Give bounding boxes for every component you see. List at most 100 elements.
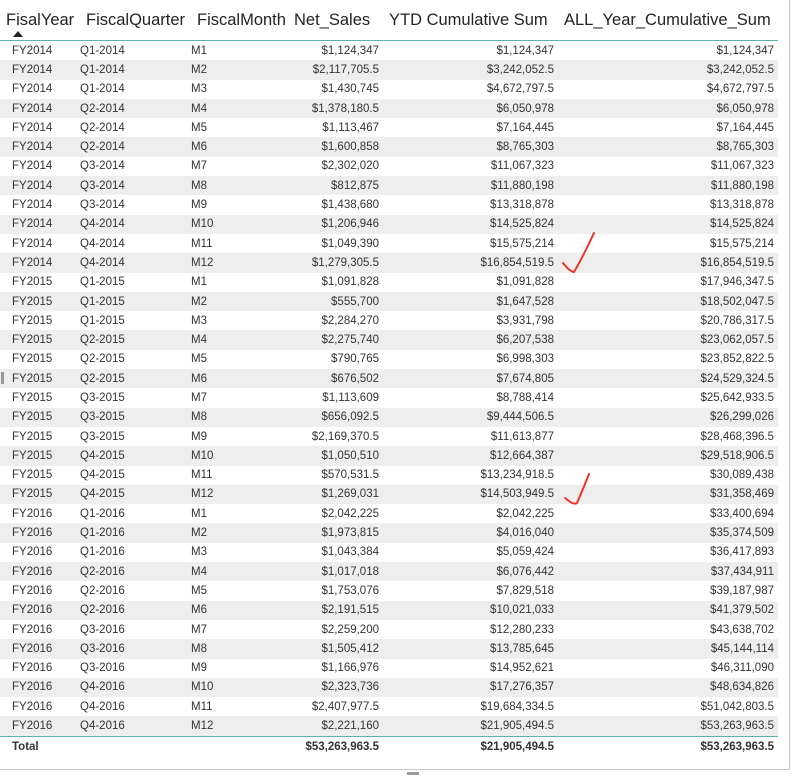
cell-all-year-cumulative-sum: $45,144,114	[558, 639, 778, 659]
cell-fiscal-month: M5	[191, 581, 288, 601]
cell-ytd-cumulative-sum: $12,280,233	[383, 619, 558, 640]
cell-fiscal-month: M3	[191, 311, 288, 331]
table-row: FY2016 Q1-2016 M3 $1,043,384 $5,059,424 $36,4…	[0, 542, 778, 563]
cell-net-sales: $1,430,745	[288, 79, 383, 99]
cell-ytd-cumulative-sum: $14,525,824	[383, 214, 558, 234]
table-row: FY2015 Q1-2015 M1 $1,091,828 $1,091,828 $17,9…	[0, 272, 778, 292]
cell-net-sales: $1,378,180.5	[288, 98, 383, 119]
cell-fiscal-year: FY2015	[0, 446, 80, 466]
cell-net-sales: $1,206,946	[288, 214, 383, 234]
cell-fiscal-quarter: Q2-2014	[80, 118, 191, 138]
column-header-all-year-cumulative-sum[interactable]: ALL_Year_Cumulative_Sum	[564, 10, 771, 29]
cell-fiscal-year: FY2014	[0, 214, 80, 234]
cell-all-year-cumulative-sum: $14,525,824	[558, 214, 778, 234]
cell-fiscal-quarter: Q2-2015	[80, 369, 191, 389]
table-row: FY2014 Q1-2014 M2 $2,117,705.5 $3,242,052.5 $…	[0, 60, 778, 80]
cell-fiscal-month: M12	[191, 716, 288, 737]
cell-net-sales: $1,753,076	[288, 581, 383, 601]
cell-fiscal-month: M5	[191, 118, 288, 138]
table-row: FY2016 Q4-2016 M12 $2,221,160 $21,905,494.5 $…	[0, 716, 778, 737]
column-header-fiscal-month[interactable]: FiscalMonth	[197, 10, 286, 29]
table-row: FY2014 Q3-2014 M9 $1,438,680 $13,318,878 $13,…	[0, 195, 778, 215]
cell-fiscal-month: M6	[191, 369, 288, 389]
cell-all-year-cumulative-sum: $46,311,090	[558, 658, 778, 678]
cell-ytd-cumulative-sum: $11,880,198	[383, 176, 558, 196]
cell-all-year-cumulative-sum: $25,642,933.5	[558, 388, 778, 408]
cell-ytd-cumulative-sum: $5,059,424	[383, 542, 558, 563]
cell-fiscal-month: M9	[191, 426, 288, 447]
cell-all-year-cumulative-sum: $53,263,963.5	[558, 716, 778, 737]
cell-fiscal-month: M12	[191, 484, 288, 505]
cell-all-year-cumulative-sum: $3,242,052.5	[558, 60, 778, 80]
cell-fiscal-year: FY2014	[0, 40, 80, 61]
table-row: FY2016 Q2-2016 M4 $1,017,018 $6,076,442 $37,4…	[0, 562, 778, 582]
table-row: FY2015 Q4-2015 M10 $1,050,510 $12,664,387 $29…	[0, 446, 778, 466]
table-row: FY2016 Q1-2016 M1 $2,042,225 $2,042,225 $33,4…	[0, 504, 778, 524]
resize-handle-bottom[interactable]	[407, 772, 419, 775]
cell-fiscal-month: M8	[191, 407, 288, 427]
cell-all-year-cumulative-sum: $39,187,987	[558, 581, 778, 601]
table-row: FY2015 Q3-2015 M7 $1,113,609 $8,788,414 $25,6…	[0, 388, 778, 408]
cell-fiscal-year: FY2015	[0, 465, 80, 485]
cell-all-year-cumulative-sum: $4,672,797.5	[558, 79, 778, 99]
cell-fiscal-month: M4	[191, 330, 288, 350]
cell-fiscal-quarter: Q2-2016	[80, 562, 191, 582]
cell-net-sales: $812,875	[288, 176, 383, 196]
cell-ytd-cumulative-sum: $8,788,414	[383, 388, 558, 408]
cell-fiscal-year: FY2014	[0, 98, 80, 119]
cell-all-year-cumulative-sum: $15,575,214	[558, 233, 778, 254]
cell-net-sales: $1,017,018	[288, 562, 383, 582]
cell-fiscal-quarter: Q2-2015	[80, 349, 191, 370]
column-header-fiscal-quarter[interactable]: FiscalQuarter	[86, 10, 186, 29]
cell-fiscal-quarter: Q4-2014	[80, 253, 191, 273]
cell-fiscal-quarter: Q1-2015	[80, 311, 191, 331]
cell-ytd-cumulative-sum: $1,124,347	[383, 40, 558, 61]
cell-fiscal-month: M7	[191, 619, 288, 640]
visual-border-bottom	[0, 769, 790, 770]
cell-ytd-cumulative-sum: $7,674,805	[383, 369, 558, 389]
table-row: FY2015 Q3-2015 M9 $2,169,370.5 $11,613,877 $2…	[0, 426, 778, 447]
table-row: FY2015 Q2-2015 M6 $676,502 $7,674,805 $24,529…	[0, 369, 778, 389]
cell-fiscal-month: M12	[191, 253, 288, 273]
cell-all-year-cumulative-sum: $37,434,911	[558, 562, 778, 582]
cell-ytd-cumulative-sum: $14,952,621	[383, 658, 558, 678]
table-row: FY2015 Q2-2015 M5 $790,765 $6,998,303 $23,852…	[0, 349, 778, 370]
sort-ascending-icon[interactable]	[13, 31, 23, 37]
resize-handle-left[interactable]	[1, 372, 4, 384]
cell-net-sales: $2,117,705.5	[288, 60, 383, 80]
cell-ytd-cumulative-sum: $17,276,357	[383, 677, 558, 698]
header-row: FisalYear FiscalQuarter FiscalMonth Net_…	[0, 0, 778, 41]
cell-net-sales: $2,221,160	[288, 716, 383, 737]
cell-fiscal-quarter: Q2-2015	[80, 330, 191, 350]
total-net-sales: $53,263,963.5	[288, 736, 383, 758]
cell-fiscal-quarter: Q3-2015	[80, 388, 191, 408]
cell-fiscal-year: FY2014	[0, 195, 80, 215]
cell-fiscal-year: FY2016	[0, 716, 80, 737]
cell-fiscal-month: M5	[191, 349, 288, 370]
cell-ytd-cumulative-sum: $13,785,645	[383, 639, 558, 659]
cell-ytd-cumulative-sum: $6,050,978	[383, 98, 558, 119]
cell-fiscal-year: FY2016	[0, 677, 80, 698]
cell-fiscal-quarter: Q3-2015	[80, 426, 191, 447]
cell-all-year-cumulative-sum: $48,634,826	[558, 677, 778, 698]
cell-net-sales: $2,259,200	[288, 619, 383, 640]
cell-fiscal-month: M4	[191, 562, 288, 582]
cell-ytd-cumulative-sum: $16,854,519.5	[383, 253, 558, 273]
column-header-ytd-cumulative-sum[interactable]: YTD Cumulative Sum	[389, 10, 548, 29]
table-row: FY2016 Q4-2016 M11 $2,407,977.5 $19,684,334.…	[0, 697, 778, 717]
cell-fiscal-month: M11	[191, 697, 288, 717]
column-header-net-sales[interactable]: Net_Sales	[294, 10, 371, 29]
cell-all-year-cumulative-sum: $13,318,878	[558, 195, 778, 215]
cell-fiscal-month: M11	[191, 465, 288, 485]
cell-fiscal-quarter: Q1-2016	[80, 504, 191, 524]
cell-ytd-cumulative-sum: $14,503,949.5	[383, 484, 558, 505]
cell-fiscal-month: M7	[191, 156, 288, 177]
cell-fiscal-year: FY2016	[0, 562, 80, 582]
column-header-fiscal-year[interactable]: FisalYear	[6, 10, 75, 29]
cell-ytd-cumulative-sum: $4,016,040	[383, 523, 558, 543]
cell-fiscal-quarter: Q3-2016	[80, 639, 191, 659]
cell-all-year-cumulative-sum: $51,042,803.5	[558, 697, 778, 717]
cell-ytd-cumulative-sum: $6,076,442	[383, 562, 558, 582]
cell-ytd-cumulative-sum: $12,664,387	[383, 446, 558, 466]
